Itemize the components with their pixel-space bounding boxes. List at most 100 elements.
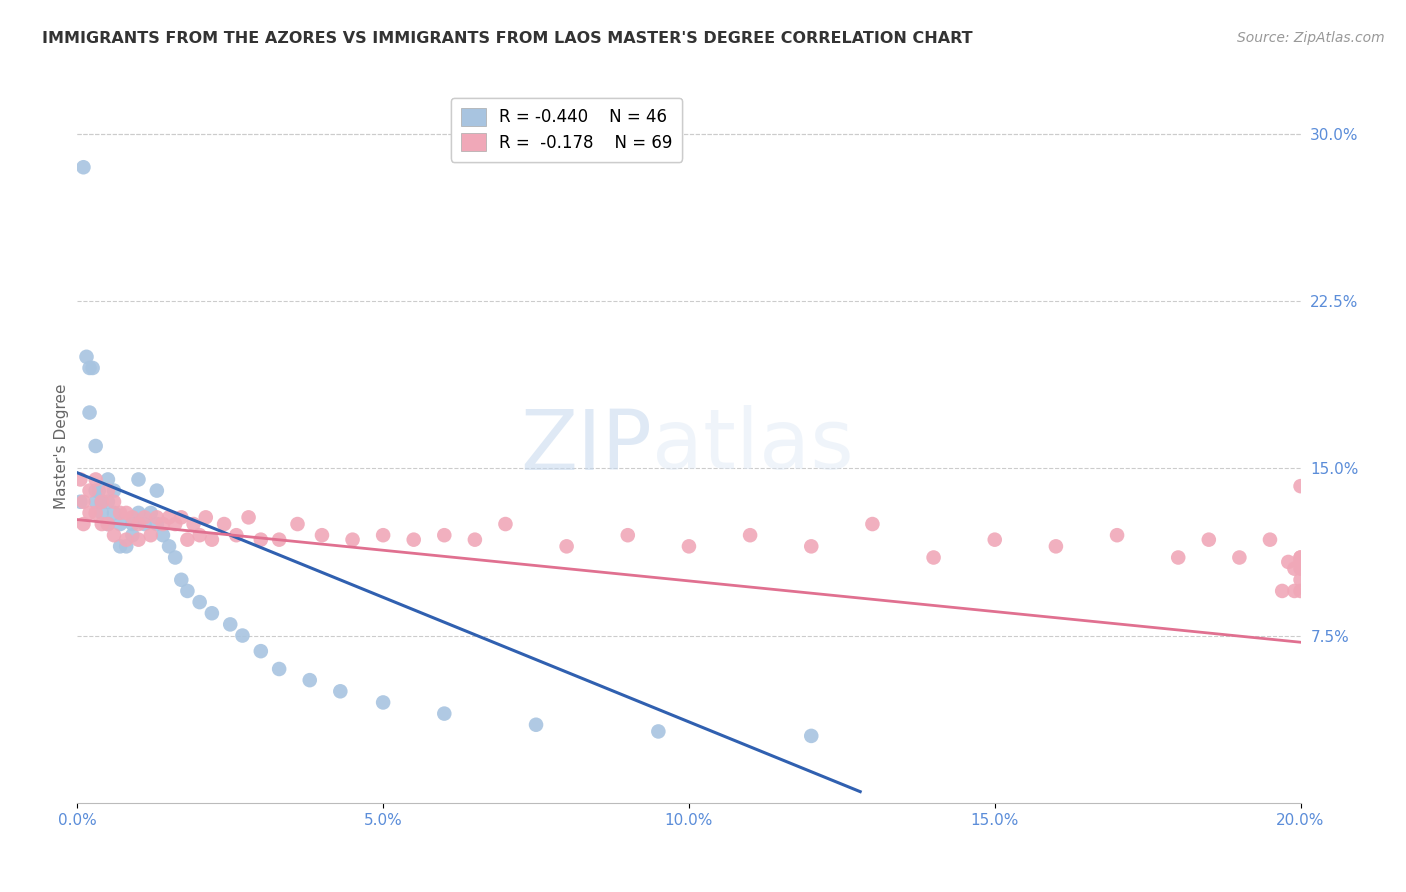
Point <box>76 350 98 364</box>
Point <box>1289 562 1312 576</box>
Legend: R = -0.440    N = 46, R =  -0.178    N = 69: R = -0.440 N = 46, R = -0.178 N = 69 <box>451 97 682 161</box>
Point <box>121 510 143 524</box>
Point <box>97 473 120 487</box>
Point <box>231 628 253 642</box>
Point <box>146 510 169 524</box>
Point <box>79 483 101 498</box>
Point <box>90 494 112 508</box>
Text: Source: ZipAtlas.com: Source: ZipAtlas.com <box>1237 31 1385 45</box>
Point <box>84 473 107 487</box>
Point <box>157 539 180 553</box>
Point <box>269 533 291 547</box>
Point <box>1045 539 1067 553</box>
Point <box>97 517 120 532</box>
Point <box>121 528 143 542</box>
Y-axis label: Master's Degree: Master's Degree <box>53 384 69 508</box>
Point <box>152 517 174 532</box>
Point <box>103 483 125 498</box>
Point <box>82 360 104 375</box>
Point <box>1289 479 1312 493</box>
Point <box>287 517 309 532</box>
Point <box>1289 555 1312 569</box>
Point <box>115 533 138 547</box>
Point <box>194 510 217 524</box>
Point <box>678 539 700 553</box>
Point <box>108 517 131 532</box>
Point <box>1167 550 1189 565</box>
Point <box>1289 550 1312 565</box>
Point <box>183 517 205 532</box>
Point <box>97 483 120 498</box>
Point <box>298 673 321 687</box>
Point <box>433 706 456 721</box>
Point <box>134 517 156 532</box>
Point <box>90 506 112 520</box>
Point <box>103 494 125 508</box>
Point <box>69 494 91 508</box>
Point <box>238 510 260 524</box>
Point <box>170 510 193 524</box>
Point <box>212 517 235 532</box>
Point <box>555 539 578 553</box>
Point <box>1289 573 1312 587</box>
Point <box>79 360 101 375</box>
Point <box>170 573 193 587</box>
Point <box>79 506 101 520</box>
Point <box>84 439 107 453</box>
Point <box>225 528 247 542</box>
Point <box>139 506 162 520</box>
Point <box>1271 583 1294 598</box>
Point <box>188 595 211 609</box>
Point <box>433 528 456 542</box>
Point <box>176 583 198 598</box>
Point <box>188 528 211 542</box>
Point <box>121 517 143 532</box>
Point <box>90 517 112 532</box>
Point <box>103 528 125 542</box>
Point <box>1284 562 1306 576</box>
Point <box>72 161 94 175</box>
Point <box>371 696 394 710</box>
Point <box>134 510 156 524</box>
Point <box>165 517 187 532</box>
Point <box>269 662 291 676</box>
Point <box>342 533 364 547</box>
Point <box>862 517 884 532</box>
Point <box>1258 533 1281 547</box>
Point <box>1198 533 1220 547</box>
Point <box>524 717 547 731</box>
Point <box>1289 583 1312 598</box>
Text: IMMIGRANTS FROM THE AZORES VS IMMIGRANTS FROM LAOS MASTER'S DEGREE CORRELATION C: IMMIGRANTS FROM THE AZORES VS IMMIGRANTS… <box>42 31 973 46</box>
Point <box>139 528 162 542</box>
Point <box>250 533 273 547</box>
Point <box>1277 555 1299 569</box>
Point <box>1229 550 1251 565</box>
Point <box>250 644 273 658</box>
Point <box>495 517 517 532</box>
Point <box>1289 550 1312 565</box>
Point <box>84 483 107 498</box>
Point <box>152 528 174 542</box>
Point <box>800 729 823 743</box>
Point <box>108 506 131 520</box>
Point <box>108 539 131 553</box>
Point <box>72 494 94 508</box>
Point <box>97 517 120 532</box>
Point <box>146 517 169 532</box>
Point <box>146 483 169 498</box>
Point <box>1284 583 1306 598</box>
Point <box>128 533 150 547</box>
Point <box>219 617 242 632</box>
Text: ZIP: ZIP <box>520 406 652 486</box>
Point <box>617 528 640 542</box>
Point <box>165 550 187 565</box>
Text: atlas: atlas <box>652 406 853 486</box>
Point <box>87 483 110 498</box>
Point <box>1107 528 1129 542</box>
Point <box>69 473 91 487</box>
Point <box>329 684 352 698</box>
Point <box>740 528 762 542</box>
Point <box>79 405 101 420</box>
Point <box>464 533 486 547</box>
Point <box>371 528 394 542</box>
